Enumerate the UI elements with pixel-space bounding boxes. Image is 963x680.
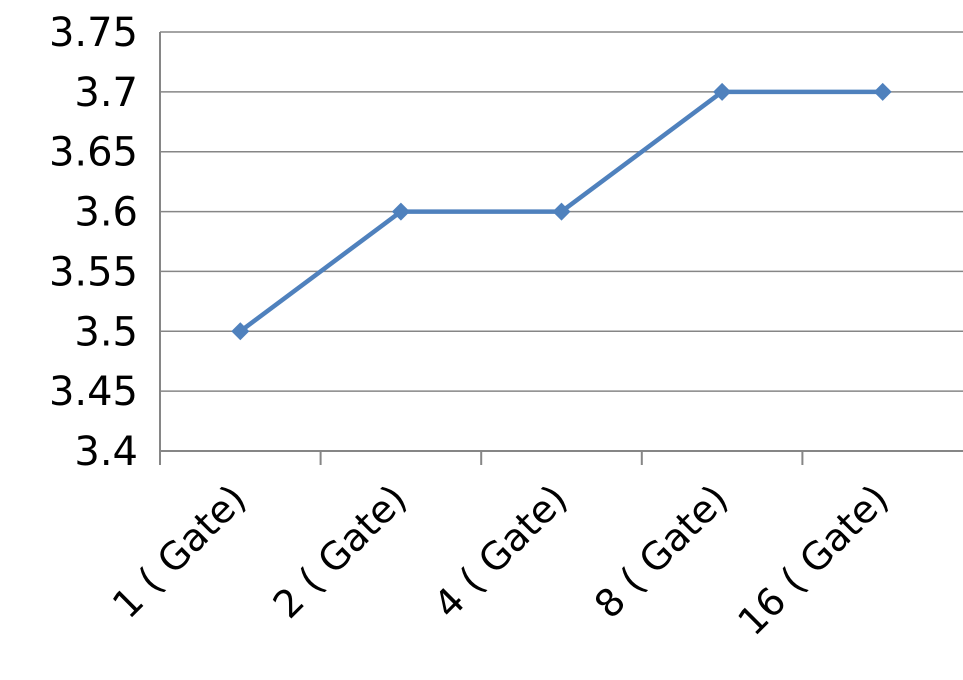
x-tick-label: 16 ( Gate) (729, 476, 897, 644)
gridlines (160, 31, 963, 392)
y-tick-label: 3.7 (74, 70, 138, 116)
y-tick-labels: 3.4 3.45 3.5 3.55 3.6 3.65 3.7 3.75 (49, 10, 138, 475)
y-tick-label: 3.45 (49, 369, 138, 415)
x-tick-label: 2 ( Gate) (265, 476, 416, 627)
x-tick-label: 1 ( Gate) (104, 476, 255, 627)
x-tick-label: 8 ( Gate) (586, 476, 737, 627)
y-tick-label: 3.5 (74, 309, 138, 355)
x-tick-label: 4 ( Gate) (425, 476, 576, 627)
y-tick-label: 3.65 (49, 130, 138, 176)
axes (159, 32, 963, 465)
data-point-marker (552, 202, 571, 221)
data-point-marker (873, 82, 892, 101)
x-tick-labels: 1 ( Gate) 2 ( Gate) 4 ( Gate) 8 ( Gate)16 (… (104, 476, 897, 644)
data-point-marker (231, 322, 250, 341)
data-point-marker (713, 82, 732, 101)
data-point-marker (391, 202, 410, 221)
series-group (231, 82, 892, 341)
y-tick-label: 3.6 (74, 190, 138, 236)
y-tick-label: 3.4 (74, 429, 138, 475)
y-tick-label: 3.75 (49, 10, 138, 56)
y-tick-label: 3.55 (49, 249, 138, 295)
